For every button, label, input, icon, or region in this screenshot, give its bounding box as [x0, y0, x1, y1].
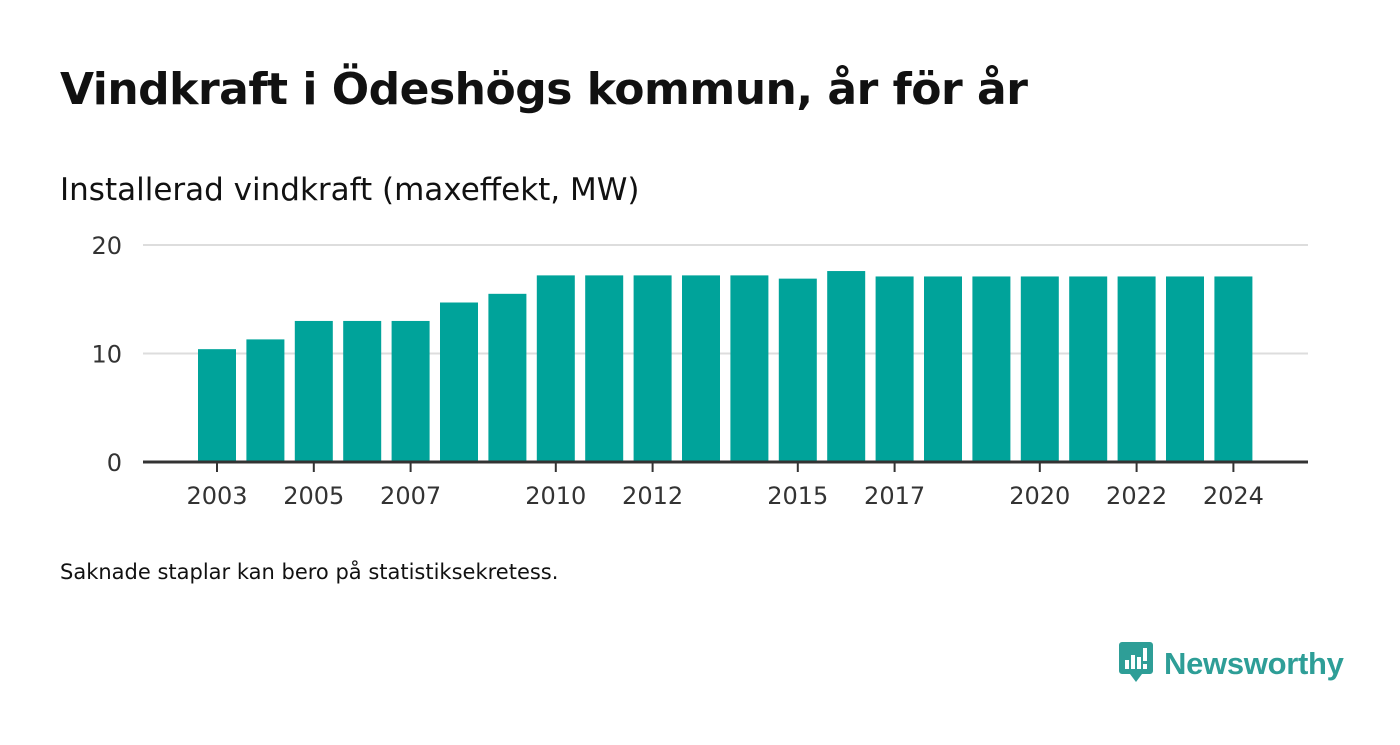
- bar-2022: [1117, 276, 1156, 462]
- bar-2012: [633, 275, 672, 462]
- bar-2009: [488, 293, 527, 462]
- bar-2010: [536, 275, 575, 462]
- bars: [198, 271, 1253, 462]
- x-tick-label: 2015: [767, 482, 828, 510]
- bar-2017: [875, 276, 914, 462]
- bar-2019: [972, 276, 1011, 462]
- grid-lines: [143, 244, 1308, 355]
- y-tick-label: 10: [91, 341, 122, 369]
- bar-2014: [730, 275, 769, 462]
- bar-2016: [827, 271, 866, 462]
- bar-2013: [682, 275, 720, 462]
- brand-logo: Newsworthy: [1118, 640, 1344, 688]
- bar-2023: [1166, 276, 1204, 462]
- bar-2005: [294, 320, 333, 462]
- x-tick-label: 2007: [380, 482, 441, 510]
- bar-2011: [585, 275, 624, 462]
- brand-name: Newsworthy: [1164, 646, 1344, 681]
- y-tick-label: 20: [91, 232, 122, 260]
- chart-title: Vindkraft i Ödeshögs kommun, år för år: [60, 64, 1028, 115]
- bar-2007: [391, 320, 430, 462]
- bar-2003: [198, 349, 236, 462]
- x-tick-label: 2017: [864, 482, 925, 510]
- bar-chart: 2003 2005 2007 2010 2012 2015 2017 2020 2022 2024…: [91, 232, 1308, 510]
- bar-2018: [924, 276, 962, 462]
- chart-subtitle: Installerad vindkraft (maxeffekt, MW): [60, 172, 640, 208]
- bar-2008: [440, 302, 478, 462]
- x-tick-label: 2003: [186, 482, 247, 510]
- x-tick-label: 2010: [525, 482, 586, 510]
- bar-2024: [1214, 276, 1253, 462]
- x-tick-label: 2005: [283, 482, 344, 510]
- footnote: Saknade staplar kan bero på statistiksek…: [60, 560, 559, 584]
- y-axis-tick-labels: 0 10 20: [91, 232, 122, 477]
- x-tick-label: 2024: [1203, 482, 1264, 510]
- x-tick-label: 2012: [622, 482, 683, 510]
- bar-2006: [343, 320, 382, 462]
- bar-2015: [778, 278, 817, 462]
- x-tick-label: 2020: [1009, 482, 1070, 510]
- x-axis-tick-labels: 2003 2005 2007 2010 2012 2015 2017 2020 2022 2024: [186, 462, 1264, 510]
- bar-2020: [1020, 276, 1059, 462]
- bar-chart-speech-bubble-icon: [1118, 640, 1154, 688]
- bar-2021: [1069, 276, 1108, 462]
- y-tick-label: 0: [107, 449, 122, 477]
- x-tick-label: 2022: [1106, 482, 1167, 510]
- bar-2004: [246, 339, 285, 462]
